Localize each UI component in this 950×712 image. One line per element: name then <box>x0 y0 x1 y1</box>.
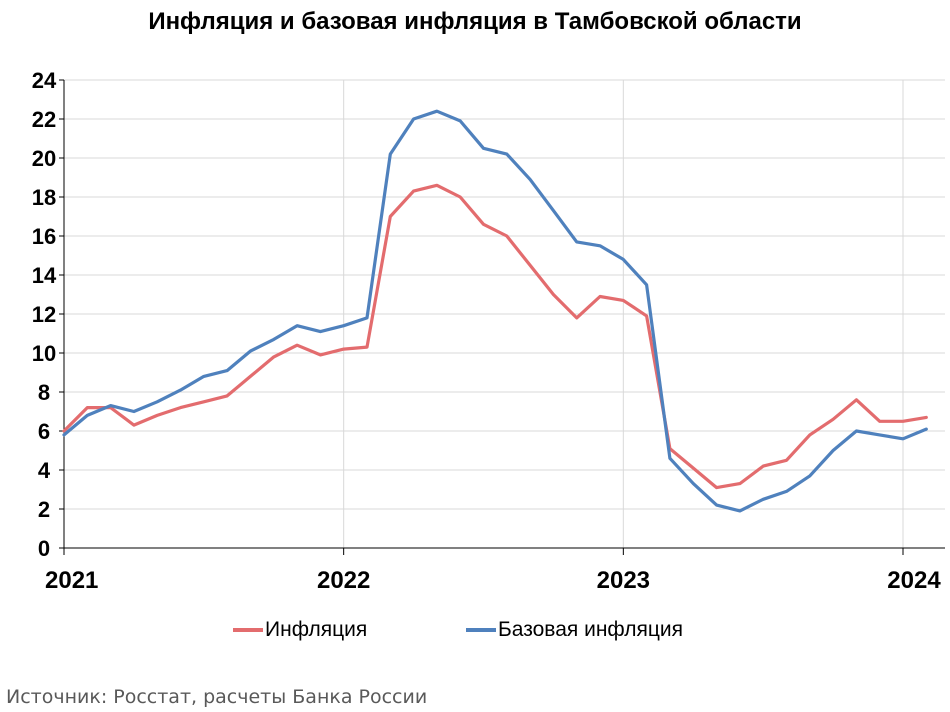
y-tick-label: 16 <box>32 224 56 249</box>
legend-label-inflation: Инфляция <box>265 618 368 641</box>
series-line-inflation <box>62 183 928 490</box>
series-lines <box>62 109 928 513</box>
x-tick-label: 2023 <box>597 567 650 594</box>
y-tick-label: 2 <box>38 497 50 522</box>
y-tick-label: 8 <box>38 380 50 405</box>
x-tick-label: 2021 <box>45 567 98 594</box>
y-tick-label: 14 <box>32 263 57 288</box>
legend-label-core-inflation: Базовая инфляция <box>498 618 684 641</box>
y-tick-label: 12 <box>32 302 56 327</box>
chart-title: Инфляция и базовая инфляция в Тамбовской… <box>148 8 802 35</box>
legend-item-core-inflation: Базовая инфляция <box>466 618 683 642</box>
x-tick-label: 2024 <box>887 567 941 594</box>
x-tick-label: 2022 <box>317 567 370 594</box>
y-tick-label: 4 <box>38 458 51 483</box>
y-tick-label: 6 <box>38 419 50 444</box>
grid-lines <box>63 79 945 548</box>
y-tick-label: 22 <box>32 107 56 132</box>
source-note: Источник: Росстат, расчеты Банка России <box>6 686 428 708</box>
y-tick-label: 10 <box>32 341 56 366</box>
legend-item-inflation: Инфляция <box>233 618 367 642</box>
legend-swatch-inflation <box>233 628 263 632</box>
series-line-core-inflation <box>62 109 928 513</box>
y-tick-label: 24 <box>32 68 57 93</box>
legend: Инфляция Базовая инфляция <box>0 618 950 646</box>
y-tick-label: 0 <box>38 536 50 561</box>
y-tick-label: 20 <box>32 146 56 171</box>
y-tick-label: 18 <box>32 185 56 210</box>
x-tick-labels: 2021 2022 2023 2024 <box>45 567 941 594</box>
axes <box>59 79 945 555</box>
legend-swatch-core-inflation <box>466 628 496 632</box>
